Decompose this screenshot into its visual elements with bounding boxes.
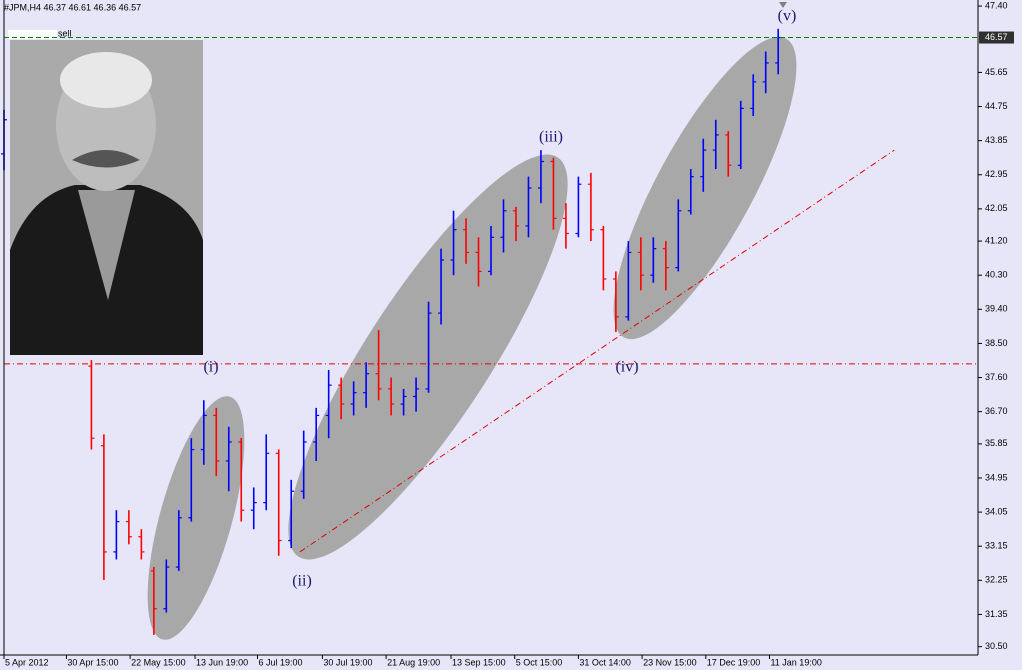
portrait-moustache [72,150,140,168]
side-label: sell [58,28,72,38]
wave-ellipse [147,396,245,640]
x-tick-label: 5 Oct 15:00 [516,657,563,667]
portrait [10,40,203,355]
y-tick-label: 44.75 [985,101,1008,111]
y-tick-label: 45.65 [985,67,1008,77]
marker [779,2,787,8]
label-mask [8,30,57,39]
portrait-hair [60,52,152,108]
x-tick-label: 30 Jul 19:00 [323,657,372,667]
x-tick-label: 21 Aug 19:00 [387,657,440,667]
wave-label: (ii) [292,573,312,590]
x-tick-label: 17 Dec 19:00 [707,657,761,667]
portrait-shirt [78,190,135,300]
x-tick-label: 23 Nov 15:00 [643,657,697,667]
y-tick-label: 37.60 [985,372,1008,382]
y-tick-label: 30.50 [985,641,1008,651]
y-tick-label: 34.95 [985,472,1008,482]
y-tick-label: 41.20 [985,235,1008,245]
y-tick-label: 40.30 [985,270,1008,280]
trend-line [299,149,895,553]
x-tick-label: 31 Oct 14:00 [579,657,631,667]
wave-label: (iii) [539,129,563,146]
wave-label: (v) [778,8,797,25]
y-tick-label: 42.05 [985,203,1008,213]
y-tick-label: 39.40 [985,304,1008,314]
x-tick-label: 22 May 15:00 [131,657,186,667]
x-tick-label: 5 Apr 2012 [5,657,49,667]
y-tick-label: 34.05 [985,506,1008,516]
y-tick-label: 31.35 [985,609,1008,619]
y-tick-label: 32.25 [985,575,1008,585]
x-tick-label: 11 Jan 19:00 [770,657,821,667]
last-price-box [979,31,1014,44]
y-tick-label: 35.85 [985,438,1008,448]
y-tick-label: 43.85 [985,135,1008,145]
x-tick-label: 13 Sep 15:00 [452,657,506,667]
y-tick-label: 36.70 [985,406,1008,416]
y-tick-label: 38.50 [985,338,1008,348]
x-tick-label: 6 Jul 19:00 [258,657,302,667]
y-tick-label: 47.40 [985,0,1008,10]
wave-ellipse [613,36,797,340]
wave-label: (iv) [615,359,638,376]
y-tick-label: 33.15 [985,541,1008,551]
wave-label: (i) [203,359,218,376]
x-tick-label: 13 Jun 19:00 [196,657,248,667]
y-tick-label: 42.95 [985,169,1008,179]
last-price-label: 46.57 [985,32,1008,42]
chart-title: #JPM,H4 46.37 46.61 46.36 46.57 [4,2,141,12]
x-tick-label: 30 Apr 15:00 [67,657,118,667]
